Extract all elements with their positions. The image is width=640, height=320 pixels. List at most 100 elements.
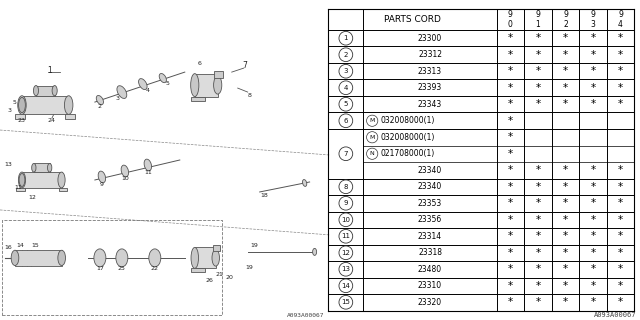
Text: 3: 3 (344, 68, 348, 74)
Text: *: * (508, 116, 513, 126)
Text: 9: 9 (591, 10, 595, 19)
Text: 10: 10 (121, 176, 129, 181)
Text: 9: 9 (563, 10, 568, 19)
Text: *: * (591, 248, 596, 258)
Text: *: * (535, 165, 540, 175)
Ellipse shape (117, 86, 127, 99)
Circle shape (339, 246, 353, 260)
Bar (16, 188, 25, 191)
Text: 26: 26 (206, 278, 214, 283)
Ellipse shape (11, 250, 19, 266)
Text: 9: 9 (618, 10, 623, 19)
Text: *: * (618, 165, 623, 175)
Bar (195, 74, 218, 97)
Text: 4: 4 (146, 88, 150, 92)
Text: *: * (591, 231, 596, 241)
Text: 2: 2 (344, 52, 348, 58)
Text: *: * (508, 165, 513, 175)
Text: 15: 15 (31, 244, 39, 248)
Text: 12: 12 (341, 250, 350, 256)
Text: *: * (618, 215, 623, 225)
Ellipse shape (19, 172, 26, 188)
Text: 23310: 23310 (418, 281, 442, 290)
Text: *: * (563, 281, 568, 291)
Text: *: * (535, 83, 540, 93)
Bar (2, 220, 221, 315)
Text: 6: 6 (198, 60, 202, 66)
Text: 9: 9 (100, 182, 104, 188)
Text: 23343: 23343 (418, 100, 442, 109)
Circle shape (339, 48, 353, 61)
Text: 1: 1 (536, 20, 540, 29)
Text: *: * (563, 83, 568, 93)
Circle shape (339, 31, 353, 45)
Text: *: * (591, 182, 596, 192)
Text: 7: 7 (344, 151, 348, 157)
Bar (191, 268, 205, 272)
Text: 3: 3 (8, 108, 12, 113)
Ellipse shape (18, 96, 26, 115)
Ellipse shape (65, 96, 73, 115)
Ellipse shape (312, 248, 317, 255)
Text: *: * (563, 99, 568, 109)
Circle shape (339, 196, 353, 210)
Text: 11: 11 (144, 171, 152, 175)
Text: *: * (618, 66, 623, 76)
Text: *: * (508, 281, 513, 291)
Ellipse shape (121, 165, 129, 177)
Circle shape (339, 64, 353, 78)
Text: 16: 16 (4, 245, 12, 250)
Text: *: * (535, 215, 540, 225)
Bar (65, 115, 76, 119)
Text: 4: 4 (344, 85, 348, 91)
Text: 23393: 23393 (418, 83, 442, 92)
Ellipse shape (159, 74, 166, 83)
Text: 10: 10 (341, 217, 350, 223)
Text: 14: 14 (341, 283, 350, 289)
Circle shape (339, 147, 353, 161)
Text: *: * (618, 83, 623, 93)
Text: *: * (563, 215, 568, 225)
Text: 12: 12 (28, 196, 36, 200)
Circle shape (339, 229, 353, 243)
Text: *: * (508, 99, 513, 109)
Ellipse shape (33, 85, 38, 96)
Text: *: * (591, 99, 596, 109)
Text: *: * (508, 83, 513, 93)
Ellipse shape (191, 247, 198, 268)
Text: 15: 15 (341, 299, 350, 305)
Text: *: * (535, 231, 540, 241)
Text: 13: 13 (341, 266, 350, 272)
Ellipse shape (52, 85, 57, 96)
Text: 23300: 23300 (418, 34, 442, 43)
Text: *: * (535, 66, 540, 76)
Text: *: * (563, 248, 568, 258)
Text: 23312: 23312 (418, 50, 442, 59)
Text: 9: 9 (344, 200, 348, 206)
Text: 19: 19 (246, 265, 253, 270)
Text: *: * (508, 231, 513, 241)
Text: *: * (591, 33, 596, 43)
Text: *: * (591, 198, 596, 208)
Text: *: * (563, 297, 568, 307)
Text: *: * (535, 99, 540, 109)
Text: *: * (535, 297, 540, 307)
Bar (212, 245, 220, 251)
Text: *: * (563, 231, 568, 241)
Text: *: * (591, 66, 596, 76)
Bar (22, 172, 61, 188)
Bar (15, 115, 26, 119)
Text: *: * (508, 33, 513, 43)
Text: 23480: 23480 (418, 265, 442, 274)
Circle shape (339, 279, 353, 292)
Text: *: * (508, 198, 513, 208)
Text: *: * (508, 248, 513, 258)
Bar (195, 247, 216, 268)
Text: 11: 11 (14, 186, 22, 190)
Text: M: M (369, 118, 375, 123)
Text: *: * (591, 281, 596, 291)
Text: *: * (508, 264, 513, 274)
Bar (36, 85, 54, 96)
Text: *: * (563, 182, 568, 192)
Text: 9: 9 (536, 10, 540, 19)
